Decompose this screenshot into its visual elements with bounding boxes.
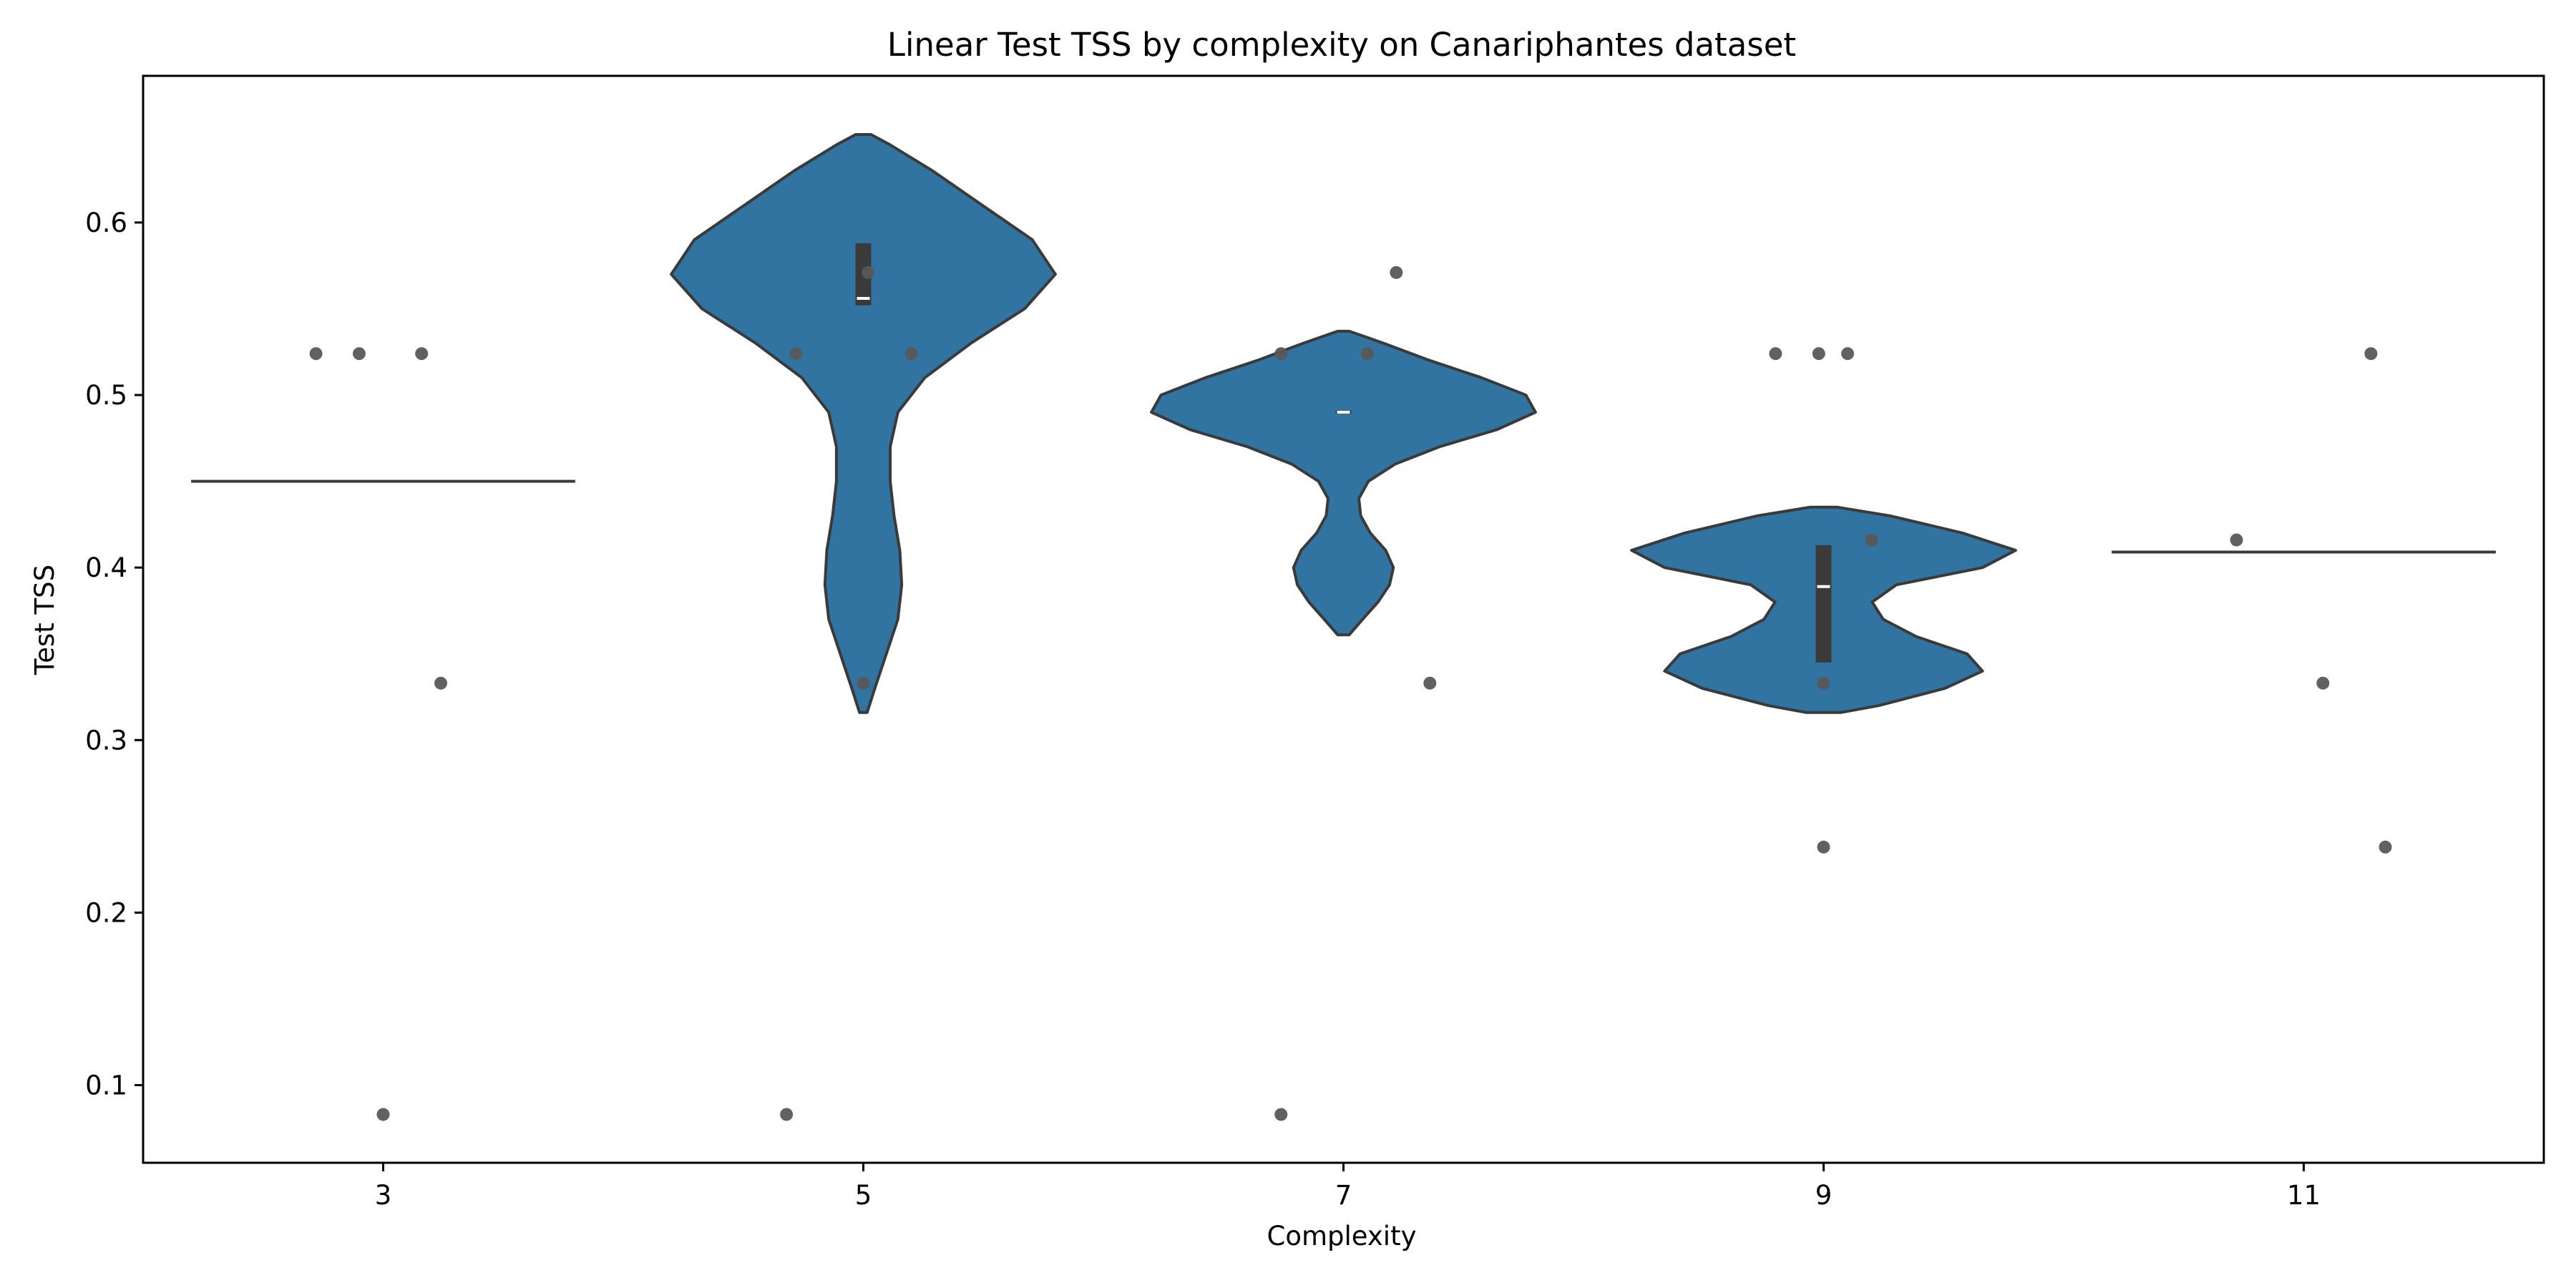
data-point <box>2364 347 2378 361</box>
data-point <box>309 347 323 361</box>
data-point <box>862 265 875 279</box>
y-tick-label: 0.6 <box>85 208 127 238</box>
data-point <box>1390 265 1403 279</box>
y-tick-label: 0.5 <box>85 380 127 411</box>
y-tick-label: 0.2 <box>85 897 127 928</box>
data-point <box>352 347 366 361</box>
violin-box-9 <box>1815 545 1832 663</box>
x-tick-label: 3 <box>375 1180 392 1211</box>
x-tick-label: 7 <box>1335 1180 1352 1211</box>
data-point <box>1817 676 1830 690</box>
data-point <box>1817 840 1830 854</box>
data-point <box>857 676 870 690</box>
y-axis: 0.1 0.2 0.3 0.4 0.5 0.6 <box>85 208 143 1101</box>
violin-7 <box>1150 329 1537 637</box>
data-point <box>2316 676 2330 690</box>
y-tick-label: 0.3 <box>85 725 127 756</box>
data-point <box>780 1108 794 1121</box>
x-tick-label: 11 <box>2287 1180 2321 1211</box>
data-point <box>1423 676 1437 690</box>
data-point <box>376 1108 390 1121</box>
data-point <box>904 347 918 361</box>
x-axis: 3 5 7 9 11 <box>375 1163 2321 1211</box>
data-point <box>2379 840 2392 854</box>
data-point <box>434 676 448 690</box>
data-point <box>1769 347 1782 361</box>
data-point <box>415 347 429 361</box>
plot-area <box>191 132 2496 1121</box>
violin-5 <box>670 132 1057 714</box>
x-tick-label: 5 <box>855 1180 872 1211</box>
data-point <box>1361 347 1375 361</box>
y-tick-label: 0.4 <box>85 552 127 583</box>
x-axis-label: Complexity <box>1267 1221 1417 1252</box>
data-point <box>1865 533 1878 547</box>
data-point <box>2230 533 2243 547</box>
data-point <box>1274 347 1288 361</box>
data-point <box>789 347 803 361</box>
y-tick-label: 0.1 <box>85 1070 127 1101</box>
y-axis-label: Test TSS <box>29 565 60 675</box>
x-tick-label: 9 <box>1815 1180 1833 1211</box>
chart-title: Linear Test TSS by complexity on Canarip… <box>887 26 1796 64</box>
data-point <box>1812 347 1825 361</box>
data-point <box>1841 347 1855 361</box>
data-point <box>1274 1108 1288 1121</box>
